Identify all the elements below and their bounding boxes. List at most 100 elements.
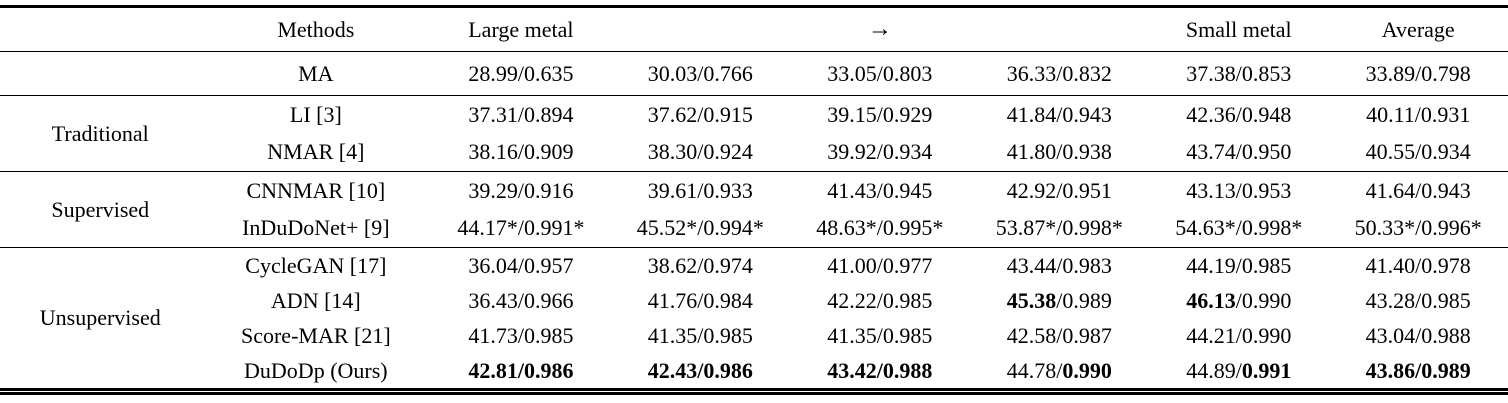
- ssim-value: 0.986: [523, 358, 574, 383]
- psnr-value: 37.38: [1186, 60, 1236, 86]
- category-cell: Supervised: [51, 196, 150, 222]
- psnr-value: 46.13: [1186, 287, 1236, 313]
- value-separator: /: [517, 358, 524, 383]
- value-separator: /: [517, 60, 524, 86]
- ssim-value: 0.991*: [523, 215, 585, 241]
- ssim-value: 0.853: [1241, 60, 1292, 86]
- psnr-value: 37.31: [468, 101, 518, 127]
- method-cell: InDuDoNet+ [9]: [242, 215, 390, 241]
- value-separator: /: [1235, 215, 1242, 241]
- category-cell: Unsupervised: [39, 305, 161, 330]
- table-row: Score-MAR [21] 41.73/0.985 41.35/0.985 41.3…: [0, 319, 1508, 355]
- table-row: InDuDoNet+ [9] 44.17*/0.991* 45.52*/0.994*…: [0, 210, 1508, 248]
- ssim-value: 0.989: [1421, 358, 1471, 383]
- psnr-value: 37.62: [647, 101, 698, 127]
- ssim-value: 0.995*: [882, 215, 944, 241]
- psnr-value: 38.30: [647, 139, 698, 165]
- psnr-value: 43.86: [1365, 358, 1416, 383]
- psnr-value: 36.33: [1006, 60, 1057, 86]
- value-separator: /: [1415, 287, 1422, 313]
- ssim-value: 0.985: [1421, 287, 1471, 313]
- metric-cell: 53.87*/0.998*: [970, 210, 1149, 248]
- metric-cell: 42.43/0.986: [611, 354, 790, 390]
- ssim-value: 0.931: [1420, 101, 1471, 127]
- metric-cell: 43.86/0.989: [1328, 354, 1508, 390]
- metric-cell: 42.36/0.948: [1149, 96, 1328, 134]
- value-separator: /: [517, 177, 524, 203]
- header-blank-col4: [611, 7, 790, 52]
- metric-cell: 41.84/0.943: [970, 96, 1149, 134]
- ssim-value: 0.934: [882, 139, 933, 165]
- psnr-value: 40.55: [1365, 139, 1416, 165]
- ssim-value: 0.990: [1062, 358, 1112, 383]
- table-header: Methods Large metal → Small metal Averag…: [0, 7, 1508, 52]
- psnr-value: 45.52*: [636, 215, 698, 241]
- value-separator: /: [517, 101, 524, 127]
- value-separator: /: [1056, 323, 1063, 349]
- ssim-value: 0.996*: [1421, 215, 1482, 241]
- ssim-value: 0.989: [1062, 287, 1112, 313]
- psnr-value: 44.78: [1006, 358, 1057, 383]
- section-traditional: Traditional LI [3] 37.31/0.894 37.62/0.915 3…: [0, 96, 1508, 172]
- psnr-value: 43.44: [1006, 252, 1057, 278]
- metric-cell: 44.78/0.990: [970, 354, 1149, 390]
- value-separator: /: [876, 287, 883, 313]
- bottom-double-rule: [0, 391, 1508, 395]
- ssim-value: 0.938: [1062, 139, 1112, 165]
- psnr-value: 33.05: [827, 60, 877, 86]
- metric-cell: 38.16/0.909: [431, 134, 610, 172]
- ssim-value: 0.987: [1062, 323, 1112, 349]
- value-separator: /: [1415, 177, 1422, 203]
- header-large-metal: Large metal: [468, 16, 574, 42]
- value-separator: /: [876, 139, 883, 165]
- metric-cell: 42.58/0.987: [970, 319, 1149, 355]
- metric-cell: 43.04/0.988: [1328, 319, 1508, 355]
- value-separator: /: [1056, 252, 1063, 278]
- ssim-value: 0.945: [882, 177, 933, 203]
- table-row: Traditional LI [3] 37.31/0.894 37.62/0.915 3…: [0, 96, 1508, 146]
- psnr-value: 43.74: [1186, 139, 1236, 165]
- metric-cell: 36.43/0.966: [431, 283, 610, 319]
- psnr-value: 44.89: [1186, 358, 1236, 383]
- ssim-value: 0.984: [703, 287, 753, 313]
- metric-cell: 48.63*/0.995*: [790, 210, 969, 248]
- metric-cell: 44.17*/0.991*: [431, 210, 610, 248]
- ssim-value: 0.766: [703, 60, 753, 86]
- ssim-value: 0.990: [1241, 287, 1292, 313]
- metric-cell: 41.00/0.977: [790, 248, 969, 284]
- value-separator: /: [1414, 101, 1421, 127]
- metric-cell: 36.33/0.832: [970, 52, 1149, 96]
- header-row: Methods Large metal → Small metal Averag…: [0, 7, 1508, 52]
- metric-cell: 43.13/0.953: [1149, 172, 1328, 210]
- table-row: MA 28.99/0.635 30.03/0.766 33.05/0.803 36.33…: [0, 52, 1508, 96]
- metric-cell: 42.22/0.985: [790, 283, 969, 319]
- metric-cell: 41.64/0.943: [1328, 172, 1508, 210]
- value-separator: /: [1235, 287, 1242, 313]
- psnr-value: 42.58: [1006, 323, 1057, 349]
- value-separator: /: [876, 323, 883, 349]
- psnr-value: 48.63*: [816, 215, 877, 241]
- value-separator: /: [876, 101, 883, 127]
- ssim-value: 0.916: [523, 177, 574, 203]
- psnr-value: 41.73: [468, 323, 518, 349]
- value-separator: /: [697, 323, 704, 349]
- psnr-value: 43.04: [1365, 323, 1416, 349]
- metric-cell: 36.04/0.957: [431, 248, 610, 284]
- ssim-value: 0.934: [1421, 139, 1471, 165]
- value-separator: /: [517, 215, 524, 241]
- value-separator: /: [1056, 358, 1063, 383]
- ssim-value: 0.966: [523, 287, 574, 313]
- ssim-value: 0.988: [882, 358, 933, 383]
- metric-cell: 30.03/0.766: [611, 52, 790, 96]
- ssim-value: 0.986: [703, 358, 753, 383]
- ssim-value: 0.832: [1062, 60, 1112, 86]
- ssim-value: 0.978: [1421, 252, 1471, 278]
- results-table: Methods Large metal → Small metal Averag…: [0, 5, 1508, 391]
- psnr-value: 39.15: [827, 101, 877, 127]
- metric-cell: 28.99/0.635: [431, 52, 610, 96]
- value-separator: /: [697, 60, 704, 86]
- category-cell: [0, 52, 201, 96]
- psnr-value: 41.43: [827, 177, 877, 203]
- ssim-value: 0.988: [1421, 323, 1471, 349]
- header-small-metal: Small metal: [1185, 16, 1292, 42]
